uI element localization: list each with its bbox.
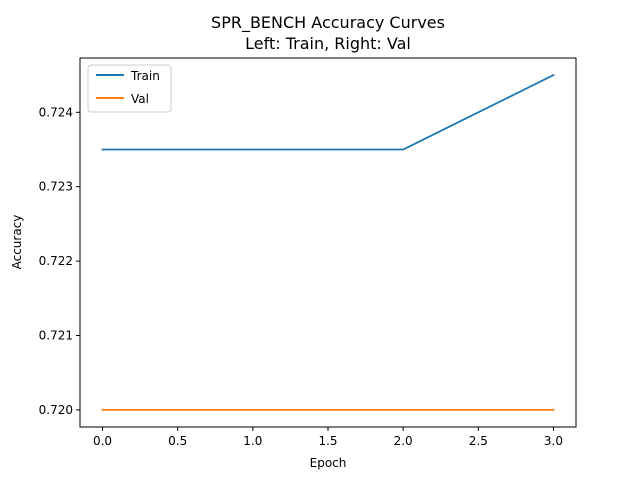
x-tick-label: 0.0 (93, 434, 112, 448)
x-axis-label: Epoch (310, 456, 347, 470)
x-axis-ticks: 0.0 0.5 1.0 1.5 2.0 2.5 3.0 (93, 427, 563, 448)
x-tick-label: 0.5 (168, 434, 187, 448)
y-axis-ticks: 0.720 0.721 0.722 0.723 0.724 (39, 105, 80, 417)
x-tick-label: 3.0 (544, 434, 563, 448)
legend-box (87, 64, 172, 113)
chart-subtitle: Left: Train, Right: Val (245, 34, 411, 53)
legend-label-train: Train (130, 69, 160, 83)
y-tick-label: 0.724 (39, 105, 73, 119)
chart-title: SPR_BENCH Accuracy Curves (211, 13, 445, 33)
y-tick-label: 0.722 (39, 254, 73, 268)
x-tick-label: 1.0 (243, 434, 262, 448)
series-line-train (101, 73, 555, 151)
y-tick-label: 0.720 (39, 403, 73, 417)
series-lines (101, 73, 555, 411)
y-tick-label: 0.723 (39, 180, 73, 194)
legend: Train Val (87, 64, 172, 113)
y-tick-label: 0.721 (39, 328, 73, 342)
x-tick-label: 2.5 (469, 434, 488, 448)
legend-label-val: Val (131, 92, 149, 106)
x-tick-label: 2.0 (394, 434, 413, 448)
y-axis-label: Accuracy (10, 215, 24, 270)
x-tick-label: 1.5 (318, 434, 337, 448)
